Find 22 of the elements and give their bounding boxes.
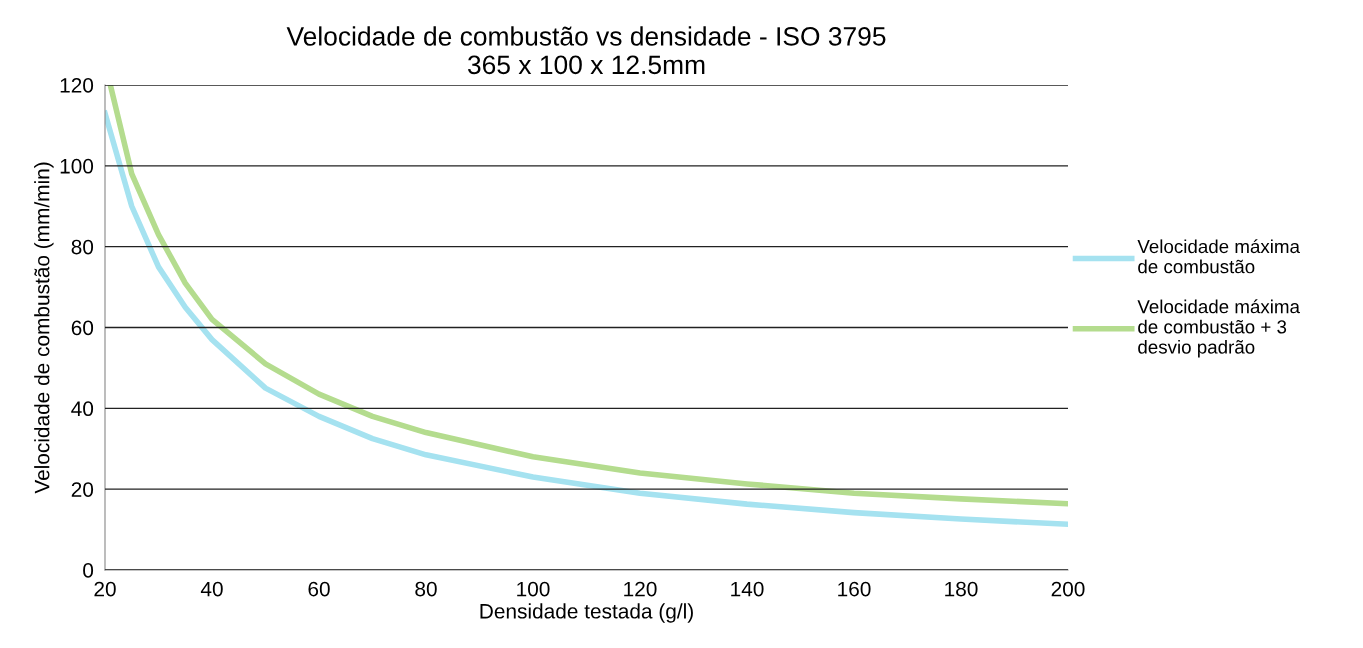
- y-tick-label: 20: [71, 482, 94, 497]
- y-tick-label: 120: [60, 78, 94, 93]
- x-tick-label: 100: [517, 581, 550, 597]
- x-tick-label: 120: [624, 581, 657, 597]
- y-tick-label: 0: [83, 563, 94, 578]
- x-tick-label: 80: [415, 581, 437, 597]
- chart-title: Velocidade de combustão vs densidade - ISO 3795 365 x 100 x 12.5mm: [286, 26, 886, 75]
- legend-label: Velocidade máxima de combustão: [1137, 239, 1300, 274]
- x-tick-label: 140: [731, 581, 764, 597]
- y-tick-label: 60: [71, 320, 94, 336]
- x-tick-label: 160: [838, 581, 871, 597]
- x-tick-label: 180: [945, 581, 978, 597]
- x-tick-label: 60: [308, 581, 330, 597]
- x-tick-label: 20: [94, 581, 116, 597]
- x-tick-label: 40: [200, 581, 223, 597]
- y-tick-label: 40: [71, 401, 94, 417]
- y-tick-label: 100: [60, 158, 94, 174]
- y-axis-title: Velocidade de combustão (mm/min): [34, 162, 54, 494]
- x-tick-label: 200: [1051, 581, 1085, 597]
- x-axis-title: Densidade testada (g/l): [480, 603, 693, 623]
- y-tick-label: 80: [71, 239, 94, 255]
- legend-label: Velocidade máxima de combustão + 3 desvio padrão: [1137, 299, 1300, 358]
